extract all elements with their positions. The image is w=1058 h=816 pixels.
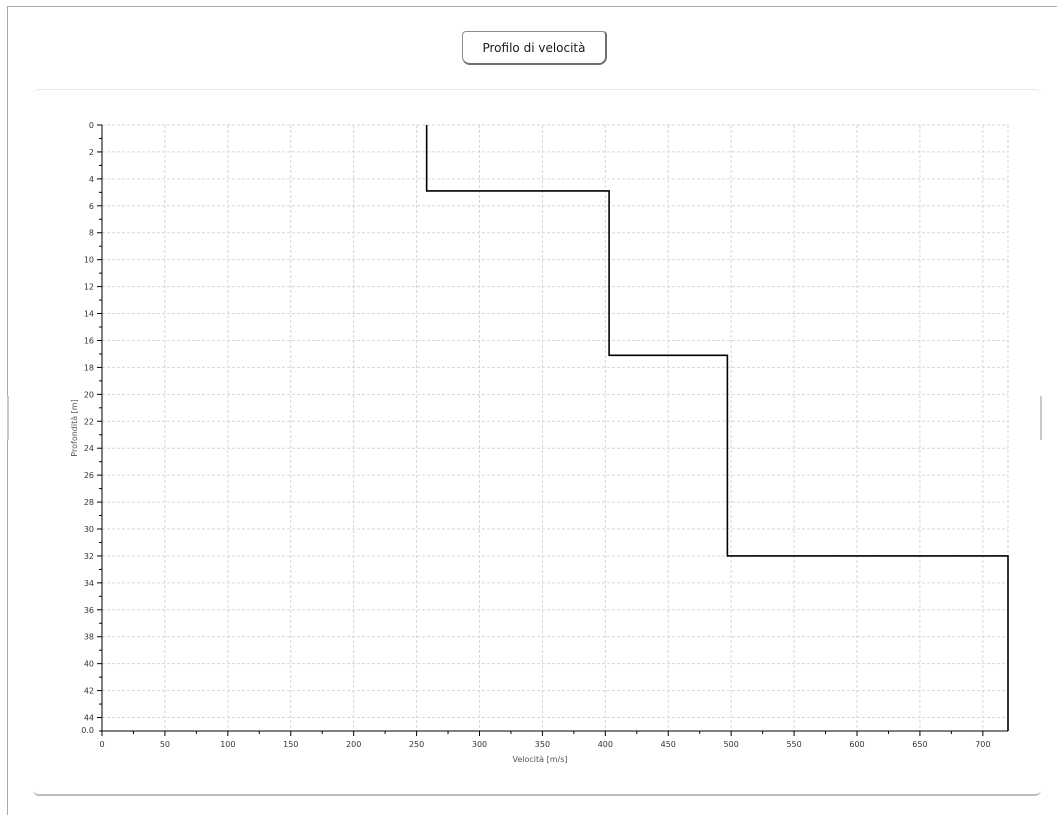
y-end-label: 0.0 xyxy=(81,726,94,735)
x-tick-label: 550 xyxy=(786,740,801,749)
x-tick-label: 400 xyxy=(598,740,613,749)
x-tick-label: 600 xyxy=(849,740,864,749)
y-tick-label: 30 xyxy=(84,525,94,534)
y-tick-label: 38 xyxy=(84,633,94,642)
y-tick-label: 42 xyxy=(84,687,94,696)
chart-panel xyxy=(33,89,1041,796)
y-tick-label: 20 xyxy=(84,390,94,399)
x-tick-label: 200 xyxy=(346,740,361,749)
y-tick-label: 18 xyxy=(84,363,94,372)
grid-layer xyxy=(102,124,1009,731)
y-tick-label: 12 xyxy=(84,283,94,292)
x-tick-label: 250 xyxy=(409,740,424,749)
y-tick-label: 34 xyxy=(84,579,94,588)
y-tick-label: 4 xyxy=(89,175,94,184)
y-tick-label: 36 xyxy=(84,606,94,615)
y-tick-label: 22 xyxy=(84,417,94,426)
x-tick-label: 500 xyxy=(724,740,739,749)
x-tick-label: 650 xyxy=(912,740,927,749)
y-tick-label: 24 xyxy=(84,444,94,453)
y-tick-label: 32 xyxy=(84,552,94,561)
y-tick-label: 2 xyxy=(89,148,94,157)
x-tick-label: 50 xyxy=(160,740,170,749)
y-tick-label: 10 xyxy=(84,256,94,265)
series-layer xyxy=(425,125,1009,731)
x-tick-label: 350 xyxy=(535,740,550,749)
chart-title-tab[interactable]: Profilo di velocità xyxy=(462,31,607,65)
y-tick-label: 6 xyxy=(89,202,94,211)
x-tick-label: 700 xyxy=(975,740,990,749)
x-tick-label: 0 xyxy=(99,740,104,749)
y-axis-title: Profondità [m] xyxy=(70,399,79,456)
left-resize-handle[interactable] xyxy=(7,396,9,440)
y-tick-label: 14 xyxy=(84,310,94,319)
axis-layer: 0 50 100 150 200 250 300 350 400 450 500 550 600 650 7… xyxy=(81,121,1008,749)
y-tick-label: 44 xyxy=(84,714,94,723)
x-tick-label: 300 xyxy=(472,740,487,749)
x-tick-label: 150 xyxy=(283,740,298,749)
x-tick-label: 100 xyxy=(220,740,235,749)
x-tick-label: 450 xyxy=(661,740,676,749)
y-tick-label: 28 xyxy=(84,498,94,507)
velocity-profile-line xyxy=(425,125,1009,731)
y-tick-label: 0 xyxy=(89,121,94,130)
x-axis-title: Velocità [m/s] xyxy=(513,755,568,764)
y-tick-label: 8 xyxy=(89,229,94,238)
y-tick-label: 40 xyxy=(84,660,94,669)
chart-title: Profilo di velocità xyxy=(482,40,586,55)
y-tick-label: 16 xyxy=(84,336,94,345)
y-tick-label: 26 xyxy=(84,471,94,480)
right-resize-handle[interactable] xyxy=(1040,396,1042,440)
